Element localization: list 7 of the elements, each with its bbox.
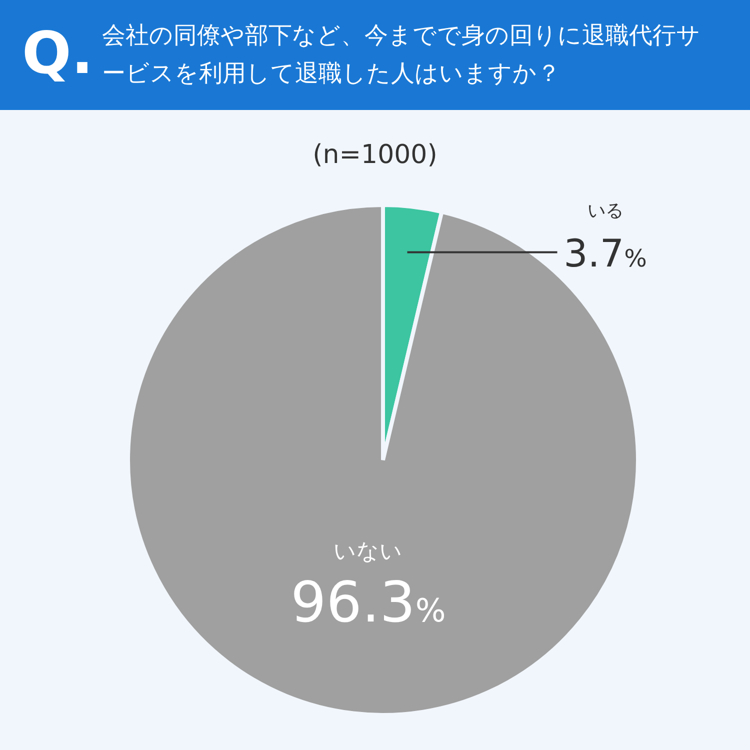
chart-title: 会社の同僚や部下など、今までで身の回りに退職代行サービスを利用して退職した人はいますか？: [102, 20, 702, 89]
text: Q.: [22, 18, 94, 88]
slice-label: いる: [587, 200, 624, 222]
chart-subtitle: (n=1000): [312, 140, 438, 170]
data-label: 96.3%: [290, 570, 446, 636]
data-label: 3.7%: [564, 231, 647, 276]
slice-label: いない: [334, 540, 403, 565]
